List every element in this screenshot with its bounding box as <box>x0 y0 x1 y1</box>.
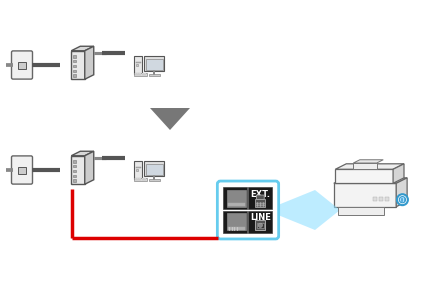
Polygon shape <box>85 151 94 184</box>
Polygon shape <box>278 190 340 230</box>
Bar <box>134 161 142 178</box>
Bar <box>224 187 247 209</box>
Bar <box>18 167 26 174</box>
Bar <box>73 55 76 58</box>
Bar <box>385 197 389 201</box>
Bar <box>73 175 76 177</box>
Bar <box>335 169 395 183</box>
Polygon shape <box>227 190 246 207</box>
Bar <box>135 178 137 179</box>
Bar <box>255 199 266 207</box>
Bar <box>134 178 147 181</box>
Text: EXT.: EXT. <box>250 190 270 199</box>
Polygon shape <box>335 164 404 169</box>
Bar <box>73 70 76 72</box>
Bar <box>73 179 76 182</box>
Polygon shape <box>393 164 404 183</box>
Bar <box>248 211 272 233</box>
Bar <box>229 203 246 206</box>
Bar <box>224 211 247 233</box>
Polygon shape <box>353 160 383 163</box>
Polygon shape <box>334 178 407 183</box>
Bar <box>334 183 396 207</box>
Bar <box>146 58 163 70</box>
Text: LINE: LINE <box>250 212 271 221</box>
Bar <box>73 160 76 163</box>
Bar <box>73 60 76 62</box>
Bar <box>338 207 385 214</box>
Bar <box>139 178 141 179</box>
Bar <box>373 197 377 201</box>
Circle shape <box>400 196 405 203</box>
Polygon shape <box>227 212 246 230</box>
Polygon shape <box>71 46 94 51</box>
Bar <box>134 56 142 74</box>
FancyBboxPatch shape <box>11 156 32 184</box>
Bar <box>353 163 377 169</box>
Bar <box>134 73 147 76</box>
Bar <box>379 197 383 201</box>
Bar <box>229 227 246 230</box>
Bar <box>136 64 138 66</box>
Bar <box>144 160 164 176</box>
Polygon shape <box>85 46 94 79</box>
Bar <box>137 178 139 179</box>
Polygon shape <box>396 178 407 207</box>
Bar <box>136 169 138 171</box>
Bar <box>73 64 76 67</box>
Bar <box>73 74 76 77</box>
Bar <box>144 56 164 71</box>
Polygon shape <box>150 108 190 130</box>
Bar <box>149 179 160 181</box>
Bar <box>136 167 141 168</box>
Bar <box>144 178 146 179</box>
Circle shape <box>258 223 263 227</box>
Polygon shape <box>71 151 94 156</box>
Bar <box>146 164 163 175</box>
Bar <box>136 62 141 63</box>
Bar <box>71 156 85 184</box>
FancyBboxPatch shape <box>217 181 279 239</box>
FancyBboxPatch shape <box>11 51 32 79</box>
Bar <box>255 220 266 230</box>
Bar <box>71 51 85 79</box>
Bar <box>248 187 272 209</box>
Circle shape <box>397 194 408 205</box>
Bar <box>149 74 160 76</box>
Bar <box>142 178 144 179</box>
Bar <box>73 165 76 167</box>
Bar <box>18 62 26 69</box>
FancyBboxPatch shape <box>256 195 264 200</box>
Bar <box>257 223 264 228</box>
Bar <box>73 169 76 172</box>
